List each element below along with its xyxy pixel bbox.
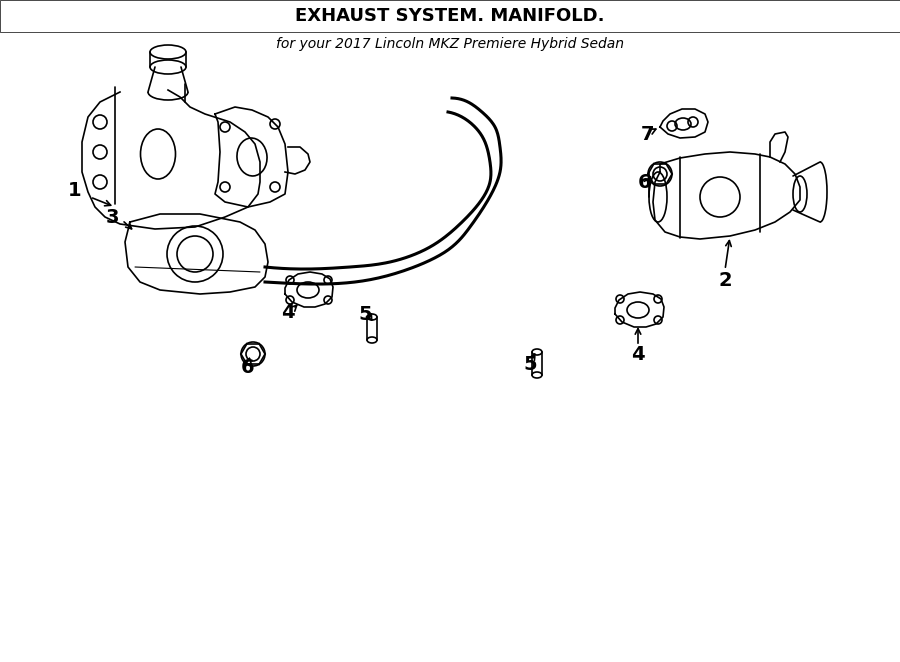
Text: 7: 7 bbox=[641, 124, 655, 144]
Bar bbox=[0, 0, 900, 32]
Text: 4: 4 bbox=[631, 344, 644, 363]
Text: 2: 2 bbox=[718, 271, 732, 289]
Text: 3: 3 bbox=[105, 207, 119, 226]
Text: 4: 4 bbox=[281, 303, 295, 322]
Text: 5: 5 bbox=[358, 305, 372, 324]
Text: 6: 6 bbox=[638, 173, 652, 191]
Text: EXHAUST SYSTEM. MANIFOLD.: EXHAUST SYSTEM. MANIFOLD. bbox=[295, 7, 605, 25]
Text: for your 2017 Lincoln MKZ Premiere Hybrid Sedan: for your 2017 Lincoln MKZ Premiere Hybri… bbox=[276, 37, 624, 51]
Text: 1: 1 bbox=[68, 181, 82, 199]
Text: 6: 6 bbox=[241, 357, 255, 377]
Text: 5: 5 bbox=[523, 354, 536, 373]
